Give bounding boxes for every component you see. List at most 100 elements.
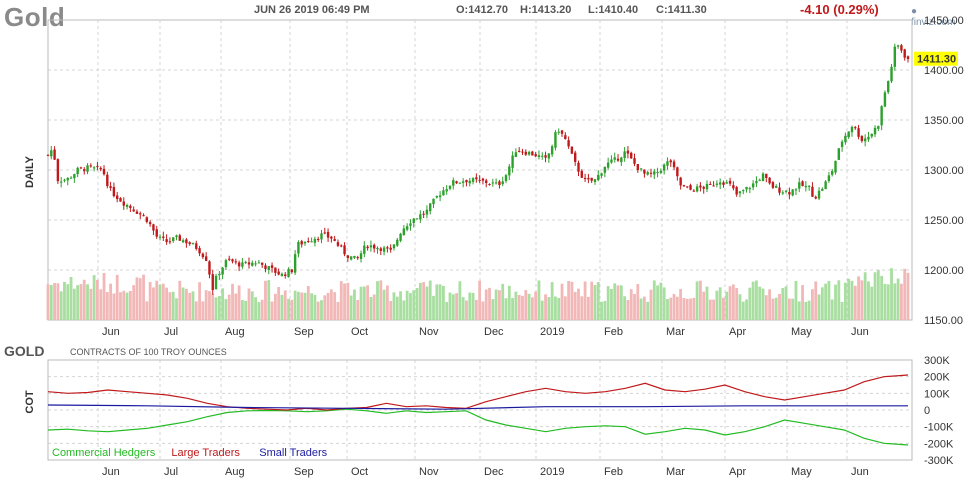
last-price-marker xyxy=(914,51,958,66)
candle-body xyxy=(290,269,294,273)
cot-axis-label: COT xyxy=(24,390,36,414)
volume-bar xyxy=(715,290,719,320)
volume-bar xyxy=(583,281,587,320)
candle-body xyxy=(603,166,607,173)
candle-body xyxy=(264,265,267,269)
volume-bar xyxy=(297,291,300,320)
volume-bar xyxy=(465,300,468,320)
volume-bar xyxy=(593,285,597,320)
volume-bar xyxy=(214,297,218,320)
candle-body xyxy=(115,195,119,200)
candle-body xyxy=(666,161,669,166)
candle-body xyxy=(396,239,399,246)
candle-body xyxy=(297,241,300,254)
volume-bar xyxy=(758,286,762,320)
volume-bar xyxy=(540,300,544,320)
candle-body xyxy=(343,245,346,255)
volume-bar xyxy=(46,284,50,320)
volume-bar xyxy=(860,280,864,320)
cot-month-tick-label: Feb xyxy=(604,466,623,478)
volume-bar xyxy=(682,298,686,320)
volume-bar xyxy=(385,285,389,320)
volume-bar xyxy=(695,281,699,320)
candle-body xyxy=(76,167,79,175)
volume-bar xyxy=(530,297,534,320)
cot-tick-label: 100K xyxy=(924,388,950,400)
candle-body xyxy=(402,228,406,235)
volume-bar xyxy=(231,283,234,320)
candle-body xyxy=(392,244,396,249)
volume-bar xyxy=(649,289,653,320)
finviz-watermark[interactable]: ● finviz.com xyxy=(911,6,964,28)
candle-body xyxy=(92,167,96,169)
candle-body xyxy=(303,241,307,244)
volume-bar xyxy=(247,288,251,320)
volume-bar xyxy=(409,293,412,320)
volume-bar xyxy=(761,288,765,320)
volume-bar xyxy=(685,298,689,320)
candle-body xyxy=(99,167,102,170)
candle-body xyxy=(672,161,676,168)
cot-grid xyxy=(47,359,913,461)
volume-bar xyxy=(771,298,775,320)
price-candles xyxy=(46,43,910,295)
candle-body xyxy=(419,214,422,220)
candle-body xyxy=(715,183,719,185)
volume-bar xyxy=(69,276,73,320)
candle-body xyxy=(534,154,537,157)
candle-body xyxy=(320,233,323,240)
candle-body xyxy=(175,235,178,237)
volume-bar xyxy=(666,299,669,320)
volume-bar xyxy=(376,281,379,320)
candle-body xyxy=(214,275,218,290)
candle-body xyxy=(630,152,633,159)
volume-bar xyxy=(639,298,643,320)
candle-body xyxy=(626,150,630,154)
volume-bar xyxy=(418,282,422,320)
volume-bar xyxy=(488,287,491,320)
volume-bar xyxy=(847,278,851,320)
volume-bar xyxy=(362,286,366,320)
cot-month-tick-label: Nov xyxy=(419,466,439,478)
cot-tick-label: -300K xyxy=(924,455,954,467)
volume-bar xyxy=(906,272,910,320)
candle-body xyxy=(287,269,290,278)
candle-body xyxy=(564,135,567,139)
volume-bar xyxy=(53,283,56,320)
candle-body xyxy=(478,179,481,181)
candle-body xyxy=(863,138,867,142)
volume-bar xyxy=(264,280,267,320)
volume-bar xyxy=(458,281,462,320)
volume-bar xyxy=(112,293,116,320)
candle-body xyxy=(399,233,402,241)
candle-body xyxy=(870,133,873,137)
volume-bar xyxy=(544,294,547,320)
cot-title: GOLD xyxy=(4,343,44,359)
volume-bar xyxy=(438,284,442,320)
candle-body xyxy=(597,174,600,181)
volume-bar xyxy=(778,293,781,320)
candle-body xyxy=(511,155,514,168)
candle-body xyxy=(59,181,63,183)
volume-bar xyxy=(890,268,893,320)
candle-body xyxy=(738,191,742,194)
candle-body xyxy=(168,241,172,243)
volume-bar xyxy=(837,280,841,320)
candle-body xyxy=(788,191,791,195)
candle-body xyxy=(606,162,610,168)
candle-body xyxy=(280,273,284,277)
candle-body xyxy=(445,189,448,192)
candle-body xyxy=(461,181,465,183)
cot-lines xyxy=(47,374,909,446)
candle-body xyxy=(346,255,350,259)
volume-bar xyxy=(211,293,215,320)
candle-body xyxy=(824,181,827,190)
candle-body xyxy=(850,126,854,133)
candle-body xyxy=(732,185,735,189)
candle-body xyxy=(844,135,847,143)
candle-body xyxy=(742,190,745,192)
month-tick-label: Apr xyxy=(729,326,746,338)
volume-bar xyxy=(86,284,89,320)
price-tick-label: 1400.00 xyxy=(924,65,964,77)
month-tick-label: Mar xyxy=(666,326,685,338)
